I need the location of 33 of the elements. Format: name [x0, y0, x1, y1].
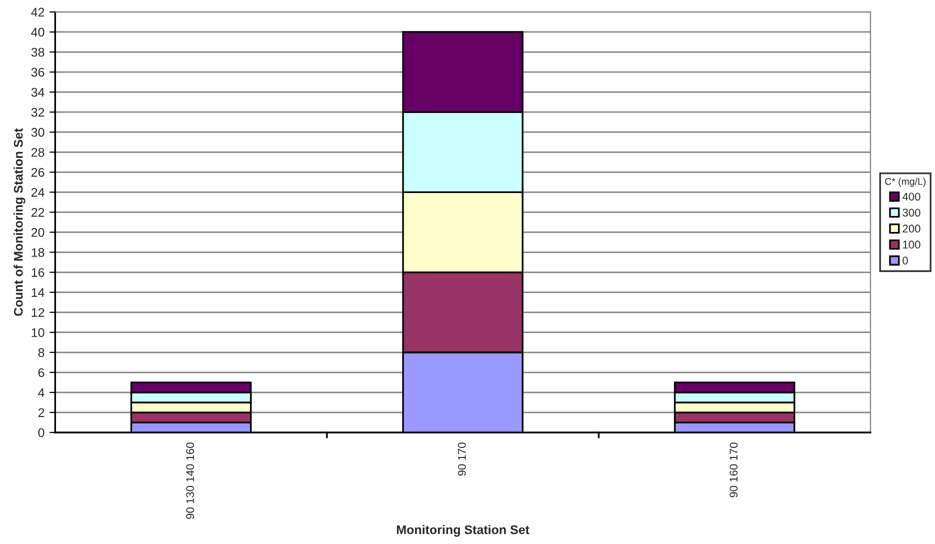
legend-label: 200: [902, 224, 920, 233]
legend-label: 400: [902, 192, 920, 201]
y-tick-label: 20: [31, 228, 44, 237]
y-tick-label: 40: [31, 28, 44, 37]
x-axis-title: Monitoring Station Set: [397, 524, 530, 537]
legend-label: 100: [903, 240, 920, 249]
y-axis-title: Count of Monitoring Station Set: [14, 128, 26, 316]
y-tick-label: 4: [38, 388, 44, 397]
y-tick-label: 34: [31, 88, 44, 97]
y-tick-label: 16: [32, 268, 44, 277]
y-tick-label: 0: [38, 428, 44, 438]
y-tick-label: 14: [32, 288, 44, 297]
y-tick-label: 8: [38, 348, 44, 358]
x-tick-label: 90 130 140 160: [186, 442, 194, 519]
y-tick-label: 24: [31, 188, 44, 197]
y-tick-label: 6: [38, 368, 44, 378]
y-tick-label: 2: [38, 408, 44, 417]
y-tick-label: 38: [31, 48, 44, 57]
y-tick-label: 36: [31, 68, 44, 77]
y-tick-label: 30: [31, 128, 44, 137]
x-tick-label: 90 170: [458, 442, 466, 476]
y-tick-label: 10: [32, 328, 44, 338]
y-tick-label: 22: [31, 208, 44, 217]
y-tick-label: 28: [31, 148, 44, 157]
y-tick-label: 26: [31, 168, 44, 177]
legend-title: C* (mg/L): [885, 178, 926, 187]
legend-label: 300: [902, 208, 920, 217]
x-tick-label: 90 160 170: [730, 442, 738, 498]
legend-label: 0: [902, 256, 908, 264]
y-tick-label: 18: [32, 248, 44, 257]
y-tick-label: 12: [32, 308, 44, 317]
y-tick-label: 42: [31, 8, 44, 16]
y-tick-label: 32: [31, 108, 44, 117]
